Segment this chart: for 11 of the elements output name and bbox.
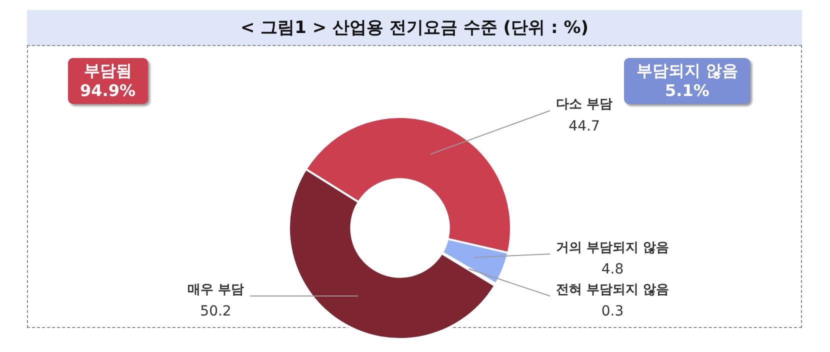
data-label: 44.7 xyxy=(568,118,600,134)
data-label: 50.2 xyxy=(200,304,232,320)
slice-label: 매우 부담 xyxy=(187,282,244,298)
text: 부담되지 않음 5.1% xyxy=(624,58,750,104)
data-label: 4.8 xyxy=(601,262,624,278)
text: 부담됨 94.9% xyxy=(68,58,148,104)
data-label: 0.3 xyxy=(601,304,624,320)
chart-title: < 그림1 > 산업용 전기요금 수준 (단위 : %) xyxy=(27,10,802,46)
slice-label: 다소 부담 xyxy=(556,97,613,112)
slice-label: 전혀 부담되지 않음 xyxy=(556,282,670,298)
slice-label: 거의 부담되지 않음 xyxy=(556,240,670,256)
